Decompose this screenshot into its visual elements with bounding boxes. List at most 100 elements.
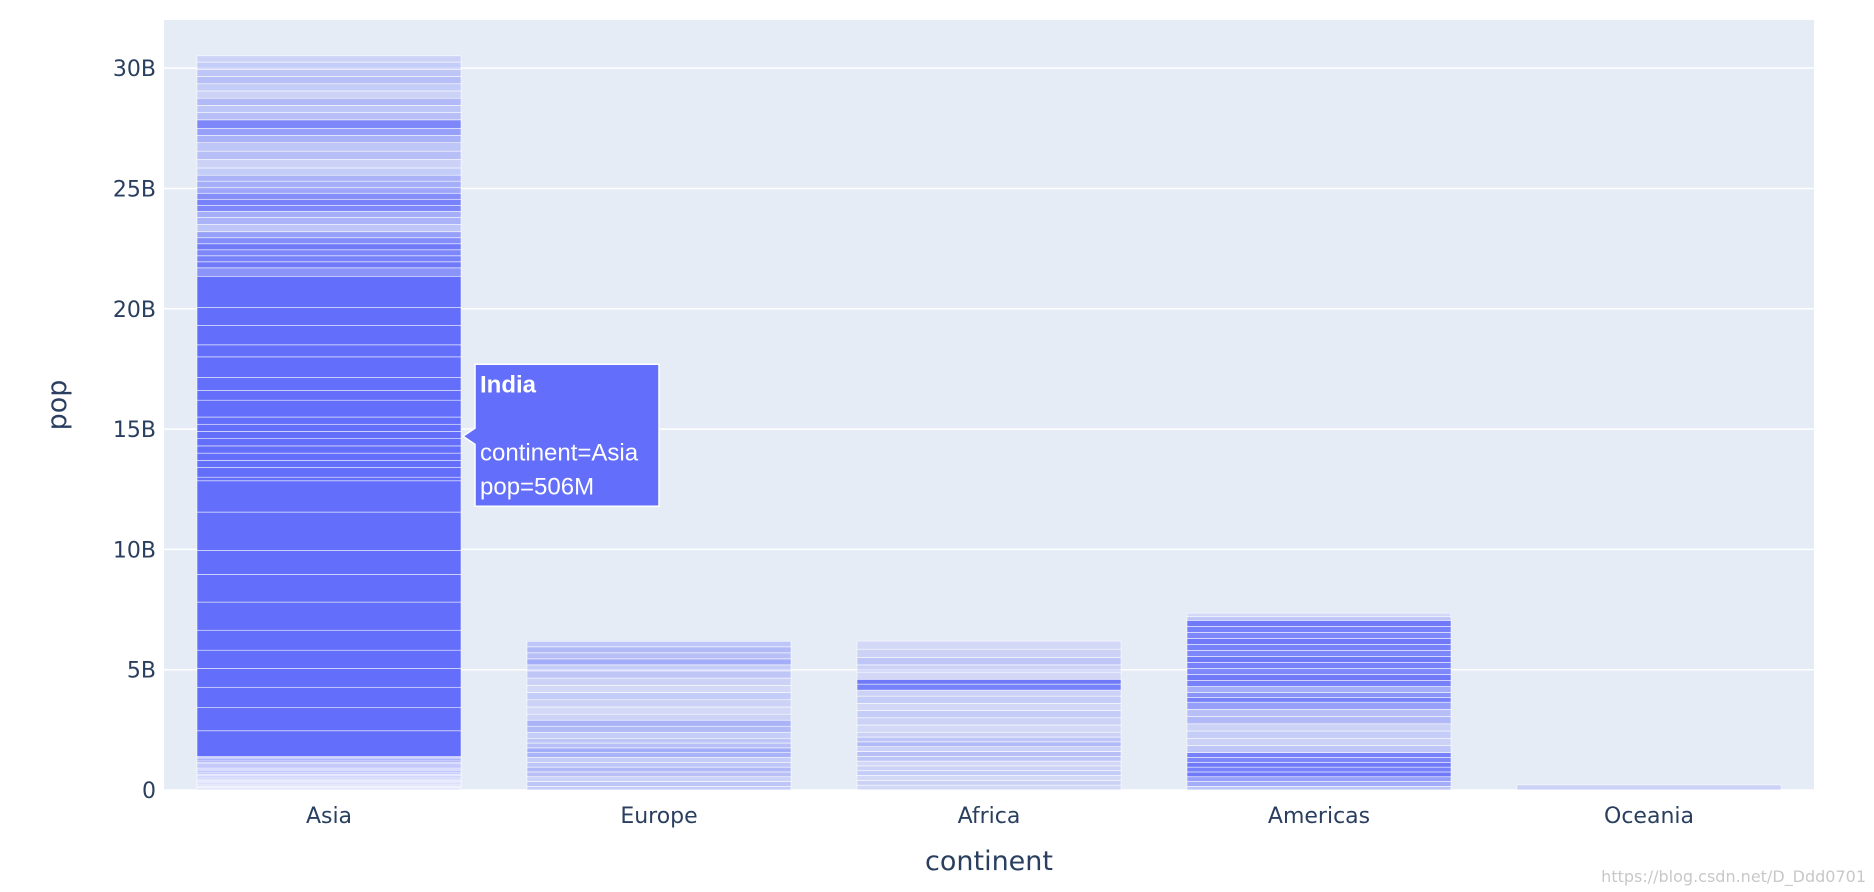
- bar-segment-asia-35[interactable]: [196, 574, 462, 603]
- bar-segment-europe-12[interactable]: [526, 725, 792, 733]
- bar-segment-americas-6[interactable]: [1186, 757, 1452, 763]
- bar-segment-asia-72[interactable]: [196, 167, 462, 176]
- bar-segment-asia-71[interactable]: [196, 174, 462, 182]
- bar-segment-europe-13[interactable]: [526, 719, 792, 727]
- bar-segment-americas-19[interactable]: [1186, 674, 1452, 681]
- bar-segment-africa-19[interactable]: [856, 679, 1122, 685]
- bar-segment-asia-87[interactable]: [196, 55, 462, 63]
- bar-segment-asia-79[interactable]: [196, 112, 462, 121]
- bar-segment-europe-22[interactable]: [526, 658, 792, 666]
- bar-segment-asia-77[interactable]: [196, 127, 462, 136]
- bar-segment-europe-14[interactable]: [526, 713, 792, 721]
- bar-segment-asia-67[interactable]: [196, 198, 462, 206]
- bar-segment-africa-24[interactable]: [856, 640, 1122, 650]
- bar-segment-asia-81[interactable]: [196, 97, 462, 106]
- bar-segment-europe-15[interactable]: [526, 706, 792, 715]
- bar-segment-americas-7[interactable]: [1186, 752, 1452, 758]
- bar-segment-africa-1[interactable]: [856, 780, 1122, 786]
- bar-segment-asia-38[interactable]: [196, 480, 462, 513]
- bar-segment-africa-8[interactable]: [856, 746, 1122, 752]
- bar-segment-asia-75[interactable]: [196, 142, 462, 152]
- bar-segment-africa-23[interactable]: [856, 648, 1122, 658]
- bar-segment-americas-4[interactable]: [1186, 766, 1452, 773]
- bar-segment-asia-73[interactable]: [196, 159, 462, 169]
- bar-segment-asia-47[interactable]: [196, 416, 462, 425]
- bar-segment-africa-0[interactable]: [856, 784, 1122, 791]
- bar-segment-asia-31[interactable]: [196, 668, 462, 688]
- bar-segment-africa-20[interactable]: [856, 671, 1122, 680]
- bar-oceania[interactable]: [1516, 784, 1782, 791]
- bar-segment-americas-27[interactable]: [1186, 626, 1452, 633]
- bar-americas[interactable]: [1186, 612, 1452, 791]
- bar-segment-americas-9[interactable]: [1186, 737, 1452, 746]
- bar-segment-americas-15[interactable]: [1186, 697, 1452, 703]
- bar-segment-asia-66[interactable]: [196, 204, 462, 212]
- bar-segment-asia-30[interactable]: [196, 686, 462, 709]
- bar-segment-americas-28[interactable]: [1186, 620, 1452, 627]
- bar-segment-asia-65[interactable]: [196, 210, 462, 218]
- bar-segment-europe-17[interactable]: [526, 692, 792, 701]
- bar-segment-americas-12[interactable]: [1186, 716, 1452, 725]
- bar-segment-asia-69[interactable]: [196, 186, 462, 194]
- bar-segment-asia-86[interactable]: [196, 61, 462, 70]
- bar-segment-asia-36[interactable]: [196, 550, 462, 575]
- bar-segment-europe-9[interactable]: [526, 742, 792, 749]
- bar-segment-americas-14[interactable]: [1186, 701, 1452, 710]
- bar-segment-africa-10[interactable]: [856, 736, 1122, 743]
- bar-segment-asia-52[interactable]: [196, 344, 462, 358]
- bar-segment-americas-23[interactable]: [1186, 650, 1452, 657]
- bar-segment-asia-82[interactable]: [196, 90, 462, 99]
- bar-segment-europe-24[interactable]: [526, 646, 792, 654]
- bar-segment-asia-45[interactable]: [196, 431, 462, 439]
- bar-segment-africa-3[interactable]: [856, 770, 1122, 776]
- bar-segment-americas-29[interactable]: [1186, 616, 1452, 621]
- bar-segment-asia-83[interactable]: [196, 83, 462, 92]
- bar-segment-asia-58[interactable]: [196, 255, 462, 263]
- bar-segment-asia-61[interactable]: [196, 237, 462, 245]
- bar-segment-europe-20[interactable]: [526, 670, 792, 679]
- bar-segment-europe-5[interactable]: [526, 762, 792, 768]
- bar-segment-americas-13[interactable]: [1186, 709, 1452, 717]
- bar-segment-americas-16[interactable]: [1186, 692, 1452, 698]
- bar-segment-asia-34[interactable]: [196, 601, 462, 631]
- bar-asia[interactable]: [196, 55, 462, 791]
- bar-segment-europe-4[interactable]: [526, 766, 792, 773]
- bar-segment-asia-57[interactable]: [196, 261, 462, 269]
- bar-segment-africa-7[interactable]: [856, 751, 1122, 757]
- bar-segment-europe-16[interactable]: [526, 699, 792, 708]
- bar-segment-americas-2[interactable]: [1186, 776, 1452, 782]
- bar-segment-asia-84[interactable]: [196, 76, 462, 85]
- bar-segment-europe-11[interactable]: [526, 731, 792, 739]
- bar-segment-americas-24[interactable]: [1186, 644, 1452, 651]
- bar-segment-europe-23[interactable]: [526, 652, 792, 660]
- bar-segment-asia-40[interactable]: [196, 467, 462, 478]
- bar-segment-americas-21[interactable]: [1186, 662, 1452, 669]
- bar-segment-africa-11[interactable]: [856, 731, 1122, 738]
- bar-segment-asia-56[interactable]: [196, 267, 462, 277]
- bar-segment-asia-53[interactable]: [196, 325, 462, 346]
- bar-segment-asia-64[interactable]: [196, 217, 462, 225]
- bar-segment-africa-5[interactable]: [856, 760, 1122, 767]
- bar-segment-africa-13[interactable]: [856, 717, 1122, 726]
- bar-segment-asia-85[interactable]: [196, 69, 462, 77]
- bar-segment-europe-0[interactable]: [526, 786, 792, 791]
- bar-segment-asia-32[interactable]: [196, 649, 462, 669]
- bar-europe[interactable]: [526, 640, 792, 791]
- bar-segment-europe-3[interactable]: [526, 771, 792, 778]
- bar-segment-asia-76[interactable]: [196, 135, 462, 144]
- bar-segment-americas-10[interactable]: [1186, 730, 1452, 739]
- bar-segment-asia-62[interactable]: [196, 231, 462, 239]
- bar-segment-asia-33[interactable]: [196, 629, 462, 651]
- bar-segment-europe-7[interactable]: [526, 752, 792, 758]
- bar-segment-africa-9[interactable]: [856, 741, 1122, 747]
- bar-segment-asia-46[interactable]: [196, 423, 462, 432]
- bar-segment-americas-25[interactable]: [1186, 638, 1452, 645]
- bar-segment-africa-2[interactable]: [856, 775, 1122, 781]
- bar-segment-asia-63[interactable]: [196, 224, 462, 233]
- bar-segment-americas-11[interactable]: [1186, 723, 1452, 732]
- bar-segment-asia-51[interactable]: [196, 356, 462, 378]
- bar-segment-asia-55[interactable]: [196, 275, 462, 308]
- bar-segment-africa-22[interactable]: [856, 657, 1122, 666]
- bar-segment-americas-22[interactable]: [1186, 656, 1452, 663]
- bar-segment-africa-4[interactable]: [856, 765, 1122, 772]
